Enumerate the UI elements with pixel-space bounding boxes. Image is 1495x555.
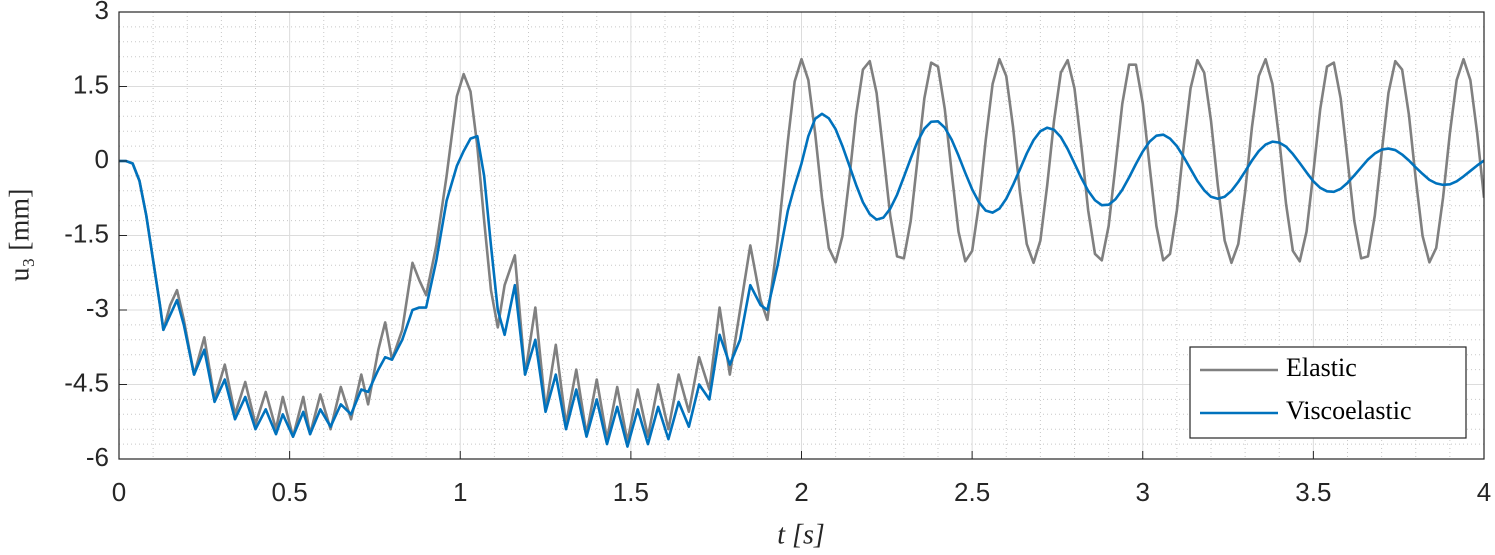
y-tick-label: -1.5 xyxy=(64,218,109,248)
x-tick-label: 3 xyxy=(1136,477,1150,507)
data-line xyxy=(119,112,1484,448)
ticks: 0 0.5 1 1.5 2 2.5 3 3.5 4 -6 -4.5 -3 -1.5 0 1.5 3 xyxy=(64,0,1491,507)
x-tick-label: 1 xyxy=(453,477,467,507)
y-tick-label: -6 xyxy=(86,442,109,472)
y-tick-label: 1.5 xyxy=(73,69,109,99)
x-tick-label: 0 xyxy=(112,477,126,507)
y-tick-label: -4.5 xyxy=(64,367,109,397)
x-tick-label: 3.5 xyxy=(1295,477,1331,507)
x-tick-label: 0.5 xyxy=(272,477,308,507)
y-tick-label: -3 xyxy=(86,293,109,323)
legend-label: Elastic xyxy=(1286,353,1357,382)
x-tick-label: 2.5 xyxy=(954,477,990,507)
y-tick-label: 0 xyxy=(95,144,109,174)
x-axis-label: t [s] xyxy=(777,519,824,550)
x-tick-label: 2 xyxy=(794,477,808,507)
x-tick-label: 1.5 xyxy=(613,477,649,507)
y-axis-label: u₃ [mm] xyxy=(4,189,35,282)
y-tick-label: 3 xyxy=(95,0,109,25)
legend-label: Viscoelastic xyxy=(1286,396,1412,425)
legend: Elastic Viscoelastic xyxy=(1189,346,1467,439)
legend-box xyxy=(1189,346,1467,439)
x-tick-label: 4 xyxy=(1477,477,1491,507)
plot-area xyxy=(119,57,1484,448)
